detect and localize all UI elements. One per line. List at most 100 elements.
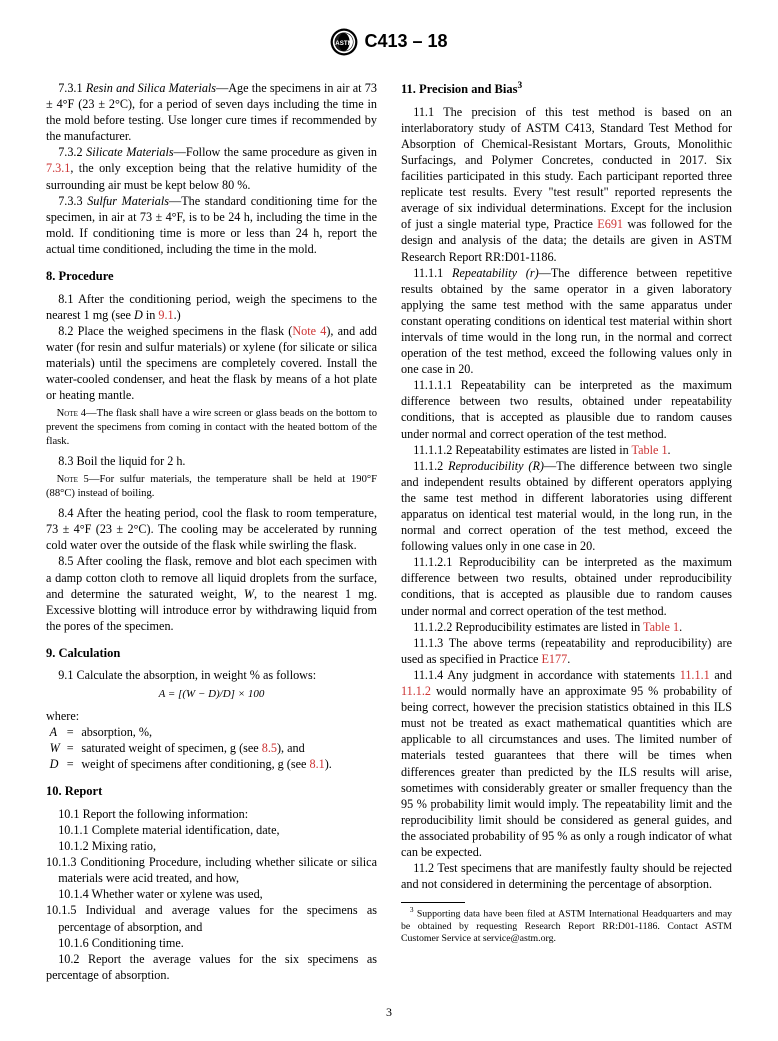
sym: D bbox=[50, 756, 67, 772]
note-label: Note bbox=[57, 474, 78, 485]
note-4: Note 4—The flask shall have a wire scree… bbox=[46, 407, 377, 449]
text: 11.1.2.2 Reproducibility estimates are l… bbox=[413, 620, 643, 634]
heading-9: 9. Calculation bbox=[46, 645, 377, 662]
text: ), and bbox=[277, 741, 305, 755]
page-header: ASTM C413 – 18 bbox=[46, 28, 732, 56]
xref[interactable]: 7.3.1 bbox=[46, 161, 70, 175]
runin-title: Reproducibility (R) bbox=[448, 459, 544, 473]
text: ). bbox=[325, 757, 332, 771]
p-10.1.5: 10.1.5 Individual and average values for… bbox=[46, 902, 377, 934]
text: in bbox=[143, 308, 159, 322]
p-8.4: 8.4 After the heating period, cool the f… bbox=[46, 505, 377, 553]
heading-text: 11. Precision and Bias bbox=[401, 82, 517, 96]
body-columns: 7.3.1 Resin and Silica Materials—Age the… bbox=[46, 80, 732, 983]
p-9.1: 9.1 Calculate the absorption, in weight … bbox=[46, 667, 377, 683]
xref[interactable]: E177 bbox=[541, 652, 567, 666]
p-10.1.3: 10.1.3 Conditioning Procedure, including… bbox=[46, 854, 377, 886]
text: .) bbox=[174, 308, 181, 322]
equation: A = [(W − D)/D] × 100 bbox=[46, 687, 377, 702]
p-11.1.2.2: 11.1.2.2 Reproducibility estimates are l… bbox=[401, 619, 732, 635]
astm-logo-icon: ASTM bbox=[330, 28, 358, 56]
p-11.1.4: 11.1.4 Any judgment in accordance with s… bbox=[401, 667, 732, 860]
designation: C413 – 18 bbox=[364, 30, 447, 54]
note-num: 5— bbox=[78, 474, 100, 485]
text: . bbox=[679, 620, 682, 634]
text: —The difference between repetitive resul… bbox=[401, 266, 732, 377]
p-7.3.1: 7.3.1 Resin and Silica Materials—Age the… bbox=[46, 80, 377, 144]
p-8.5: 8.5 After cooling the flask, remove and … bbox=[46, 553, 377, 633]
eq: = bbox=[67, 724, 82, 740]
def: saturated weight of specimen, g (see 8.5… bbox=[81, 740, 377, 756]
var-W: W bbox=[244, 587, 254, 601]
where-D: D=weight of specimens after conditioning… bbox=[50, 756, 377, 772]
svg-text:ASTM: ASTM bbox=[336, 40, 353, 47]
text: would normally have an approximate 95 % … bbox=[401, 684, 732, 859]
where-W: W=saturated weight of specimen, g (see 8… bbox=[50, 740, 377, 756]
footnote-rule bbox=[401, 902, 465, 903]
xref[interactable]: Note 4 bbox=[292, 324, 326, 338]
def: weight of specimens after conditioning, … bbox=[81, 756, 377, 772]
p-10.2: 10.2 Report the average values for the s… bbox=[46, 951, 377, 983]
runin-title: Repeatability (r) bbox=[452, 266, 539, 280]
p-10.1: 10.1 Report the following information: bbox=[46, 806, 377, 822]
xref[interactable]: Table 1 bbox=[643, 620, 679, 634]
xref[interactable]: 9.1 bbox=[158, 308, 173, 322]
p-10.1.4: 10.1.4 Whether water or xylene was used, bbox=[46, 886, 377, 902]
runin-title: Resin and Silica Materials bbox=[86, 81, 216, 95]
heading-sup: 3 bbox=[517, 81, 522, 91]
p-10.1.6: 10.1.6 Conditioning time. bbox=[46, 935, 377, 951]
xref[interactable]: 8.5 bbox=[262, 741, 277, 755]
xref[interactable]: Table 1 bbox=[632, 443, 668, 457]
p-11.1: 11.1 The precision of this test method i… bbox=[401, 104, 732, 265]
note-num: 4— bbox=[78, 408, 97, 419]
heading-10: 10. Report bbox=[46, 783, 377, 800]
heading-11: 11. Precision and Bias3 bbox=[401, 80, 732, 98]
where-label: where: bbox=[46, 708, 377, 724]
p-8.2: 8.2 Place the weighed specimens in the f… bbox=[46, 323, 377, 403]
sym: W bbox=[50, 740, 67, 756]
note-5: Note 5—For sulfur materials, the tempera… bbox=[46, 473, 377, 501]
runin-title: Silicate Materials bbox=[86, 145, 174, 159]
heading-8: 8. Procedure bbox=[46, 268, 377, 285]
text: saturated weight of specimen, g (see bbox=[81, 741, 261, 755]
text: . bbox=[668, 443, 671, 457]
eq: = bbox=[67, 740, 82, 756]
eq: = bbox=[67, 756, 82, 772]
text: 11.1 The precision of this test method i… bbox=[401, 105, 732, 232]
xref[interactable]: 11.1.1 bbox=[680, 668, 710, 682]
label: 11.1.1 bbox=[413, 266, 452, 280]
sym: A bbox=[50, 724, 67, 740]
text: and bbox=[710, 668, 732, 682]
text: 8.2 Place the weighed specimens in the f… bbox=[58, 324, 292, 338]
p-11.1.3: 11.1.3 The above terms (repeatability an… bbox=[401, 635, 732, 667]
p-7.3.2: 7.3.2 Silicate Materials—Follow the same… bbox=[46, 144, 377, 192]
p-11.1.2: 11.1.2 Reproducibility (R)—The differenc… bbox=[401, 458, 732, 555]
def: absorption, %, bbox=[81, 724, 377, 740]
runin-title: Sulfur Materials bbox=[87, 194, 169, 208]
xref[interactable]: 11.1.2 bbox=[401, 684, 431, 698]
p-11.1.2.1: 11.1.2.1 Reproducibility can be interpre… bbox=[401, 554, 732, 618]
xref[interactable]: E691 bbox=[597, 217, 623, 231]
footnote-3: 3 Supporting data have been filed at AST… bbox=[401, 905, 732, 945]
p-10.1.1: 10.1.1 Complete material identification,… bbox=[46, 822, 377, 838]
p-11.1.1.1: 11.1.1.1 Repeatability can be interprete… bbox=[401, 377, 732, 441]
p-11.1.1: 11.1.1 Repeatability (r)—The difference … bbox=[401, 265, 732, 378]
note-text: The flask shall have a wire screen or gl… bbox=[46, 408, 377, 447]
p-8.3: 8.3 Boil the liquid for 2 h. bbox=[46, 453, 377, 469]
p-11.1.1.2: 11.1.1.2 Repeatability estimates are lis… bbox=[401, 442, 732, 458]
text: —Follow the same procedure as given in bbox=[174, 145, 377, 159]
p-11.2: 11.2 Test specimens that are manifestly … bbox=[401, 860, 732, 892]
page-number: 3 bbox=[0, 1005, 778, 1021]
text: . bbox=[567, 652, 570, 666]
text: 11.1.4 Any judgment in accordance with s… bbox=[413, 668, 680, 682]
xref[interactable]: 8.1 bbox=[309, 757, 324, 771]
text: 8.1 After the conditioning period, weigh… bbox=[46, 292, 377, 322]
text: 11.1.1.2 Repeatability estimates are lis… bbox=[413, 443, 631, 457]
var-D: D bbox=[134, 308, 143, 322]
text: weight of specimens after conditioning, … bbox=[81, 757, 309, 771]
p-8.1: 8.1 After the conditioning period, weigh… bbox=[46, 291, 377, 323]
p-7.3.3: 7.3.3 Sulfur Materials—The standard cond… bbox=[46, 193, 377, 257]
where-A: A=absorption, %, bbox=[50, 724, 377, 740]
note-label: Note bbox=[57, 408, 78, 419]
fn-text: Supporting data have been filed at ASTM … bbox=[401, 909, 732, 944]
